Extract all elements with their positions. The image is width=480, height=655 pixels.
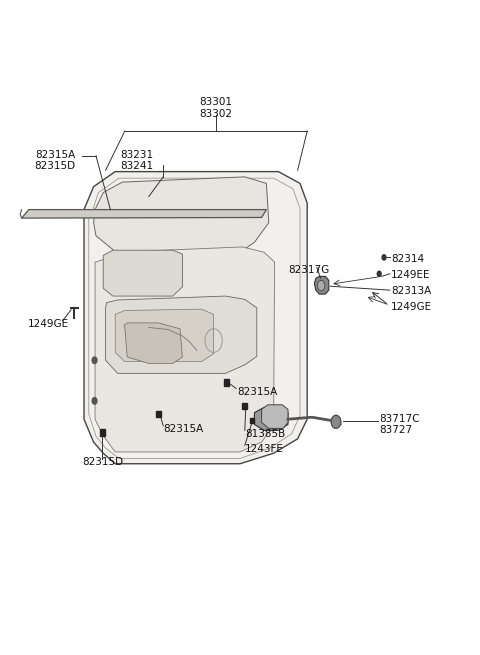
Text: 82315A
82315D: 82315A 82315D	[35, 150, 76, 171]
Circle shape	[92, 357, 97, 364]
Text: 82313A: 82313A	[391, 286, 432, 296]
Polygon shape	[124, 323, 182, 364]
Polygon shape	[115, 309, 214, 362]
Circle shape	[92, 398, 97, 404]
Text: 82315A: 82315A	[163, 424, 204, 434]
Circle shape	[331, 415, 341, 428]
Text: 81385B: 81385B	[245, 428, 285, 439]
Circle shape	[317, 280, 325, 291]
Text: 83301
83302: 83301 83302	[200, 98, 232, 119]
Bar	[242, 403, 247, 409]
Polygon shape	[84, 172, 307, 464]
Text: 82315A: 82315A	[238, 386, 278, 397]
Bar	[156, 411, 161, 417]
Text: 1249EE: 1249EE	[391, 270, 431, 280]
Circle shape	[382, 255, 386, 260]
Text: 1243FE: 1243FE	[245, 443, 284, 454]
Text: 1249GE: 1249GE	[391, 301, 432, 312]
Text: 83717C
83727: 83717C 83727	[379, 414, 420, 435]
Polygon shape	[22, 210, 266, 218]
Polygon shape	[94, 177, 269, 255]
Polygon shape	[254, 407, 288, 430]
Bar	[224, 379, 229, 386]
Bar	[100, 429, 105, 436]
Text: 82317G: 82317G	[288, 265, 329, 275]
Text: 83231
83241: 83231 83241	[120, 150, 154, 171]
Polygon shape	[262, 405, 288, 428]
Text: 82314: 82314	[391, 253, 424, 264]
Circle shape	[377, 271, 381, 276]
Bar	[250, 418, 254, 423]
Text: 1249GE: 1249GE	[27, 319, 69, 329]
Text: 82315D: 82315D	[83, 457, 124, 467]
Polygon shape	[103, 250, 182, 296]
Polygon shape	[314, 276, 329, 294]
Polygon shape	[106, 296, 257, 373]
Polygon shape	[95, 247, 275, 452]
